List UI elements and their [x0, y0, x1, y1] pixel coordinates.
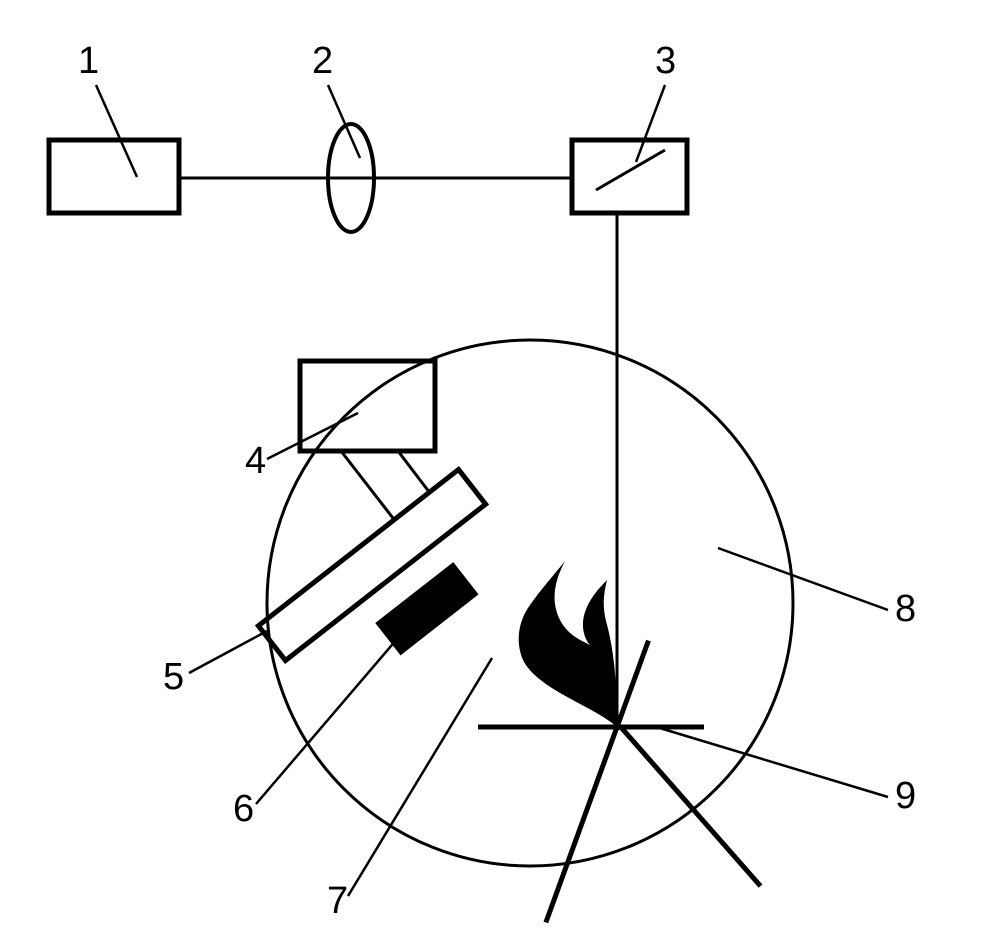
label-9: 9 — [895, 775, 916, 818]
leader-1 — [96, 85, 137, 177]
component-1-box — [49, 140, 179, 213]
component-3-mirror — [596, 150, 665, 190]
label-3: 3 — [655, 40, 676, 83]
label-8: 8 — [895, 588, 916, 631]
diagonal-beam-1 — [341, 451, 396, 522]
label-1: 1 — [78, 40, 99, 83]
leader-8 — [718, 548, 888, 610]
component-9-slant — [617, 727, 688, 924]
label-4: 4 — [245, 440, 266, 483]
label-5: 5 — [163, 656, 184, 699]
component-4-box — [300, 361, 435, 451]
label-7: 7 — [327, 880, 348, 923]
leader-3 — [636, 85, 665, 162]
component-9-stem — [620, 699, 761, 912]
component-3-box — [572, 140, 687, 213]
schematic-diagram — [0, 0, 1000, 939]
leader-9 — [653, 726, 888, 797]
label-2: 2 — [312, 40, 333, 83]
label-6: 6 — [233, 788, 254, 831]
leader-5 — [189, 631, 267, 673]
component-7-plume — [519, 561, 617, 727]
